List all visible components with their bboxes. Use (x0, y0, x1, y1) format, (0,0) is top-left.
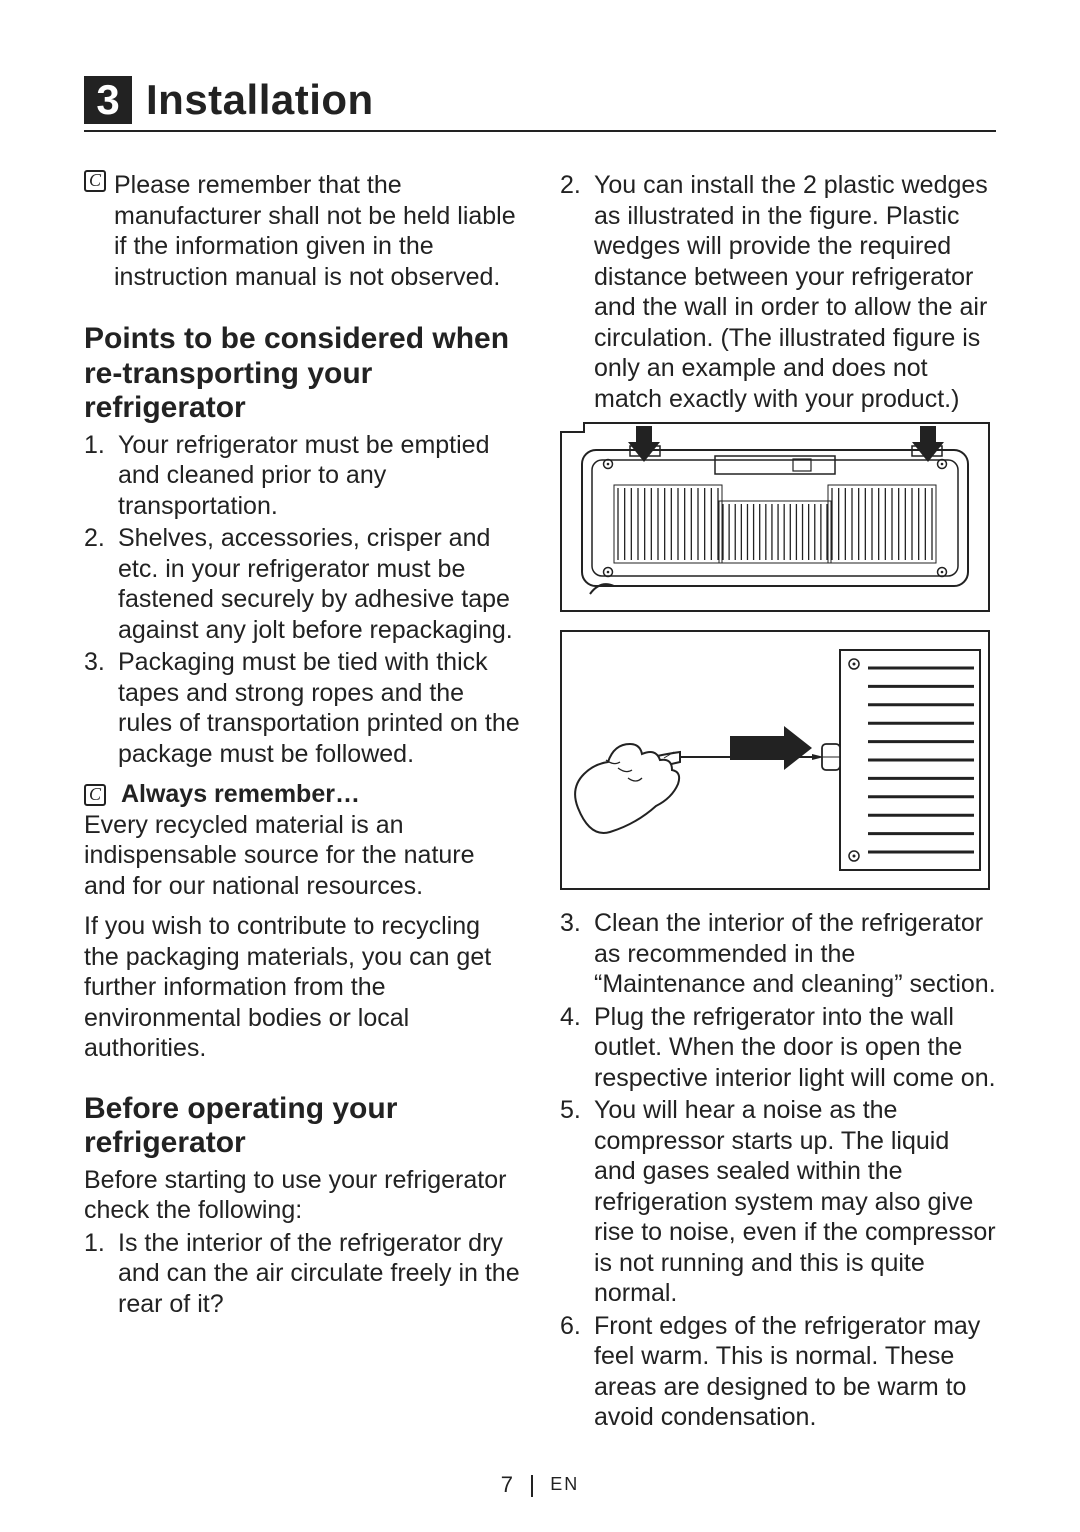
list-item: 4.Plug the refrigerator into the wall ou… (560, 1002, 996, 1094)
list-item: 3.Packaging must be tied with thick tape… (84, 647, 520, 769)
right-column: 2. You can install the 2 plastic wedges … (560, 170, 996, 1453)
list-item: 3.Clean the interior of the refrigerator… (560, 908, 996, 1000)
section-number-badge: 3 (84, 76, 132, 124)
language-code: EN (550, 1474, 579, 1495)
operate-intro: Before starting to use your refrigerator… (84, 1165, 520, 1226)
list-item: 1.Is the interior of the refrigerator dr… (84, 1228, 520, 1320)
section-heading: 3 Installation (84, 76, 996, 132)
section-title: Installation (146, 76, 374, 124)
transport-list: 1.Your refrigerator must be emptied and … (84, 430, 520, 770)
list-item: 2. You can install the 2 plastic wedges … (560, 170, 996, 414)
notice-text: Please remember that the manufacturer sh… (114, 170, 520, 292)
manufacturer-notice: C Please remember that the manufacturer … (84, 170, 520, 292)
operate-list-right-top: 2. You can install the 2 plastic wedges … (560, 170, 996, 414)
always-remember-label: Always remember… (121, 780, 360, 808)
left-column: C Please remember that the manufacturer … (84, 170, 520, 1453)
manual-page: 3 Installation C Please remember that th… (0, 0, 1080, 1532)
info-icon: C (84, 784, 106, 806)
list-item: 2.Shelves, accessories, crisper and etc.… (84, 523, 520, 645)
transport-subheading: Points to be considered when re-transpor… (84, 322, 520, 426)
footer-divider-icon (531, 1475, 533, 1497)
always-remember-p2: If you wish to contribute to recycling t… (84, 911, 520, 1064)
always-remember-row: C Always remember… (84, 779, 520, 810)
two-column-layout: C Please remember that the manufacturer … (84, 170, 996, 1453)
list-item: 6.Front edges of the refrigerator may fe… (560, 1311, 996, 1433)
page-number: 7 (501, 1472, 524, 1498)
wedge-install-figure (560, 422, 996, 890)
figure-svg (560, 422, 990, 890)
list-item: 1.Your refrigerator must be emptied and … (84, 430, 520, 522)
page-footer: 7 EN (0, 1472, 1080, 1498)
operate-list-left: 1.Is the interior of the refrigerator dr… (84, 1228, 520, 1320)
operate-subheading: Before operating your refrigerator (84, 1092, 520, 1161)
operate-list-right-bottom: 3.Clean the interior of the refrigerator… (560, 908, 996, 1433)
list-item: 5.You will hear a noise as the compresso… (560, 1095, 996, 1309)
always-remember-p1: Every recycled material is an indispensa… (84, 810, 520, 902)
info-icon: C (84, 170, 106, 192)
